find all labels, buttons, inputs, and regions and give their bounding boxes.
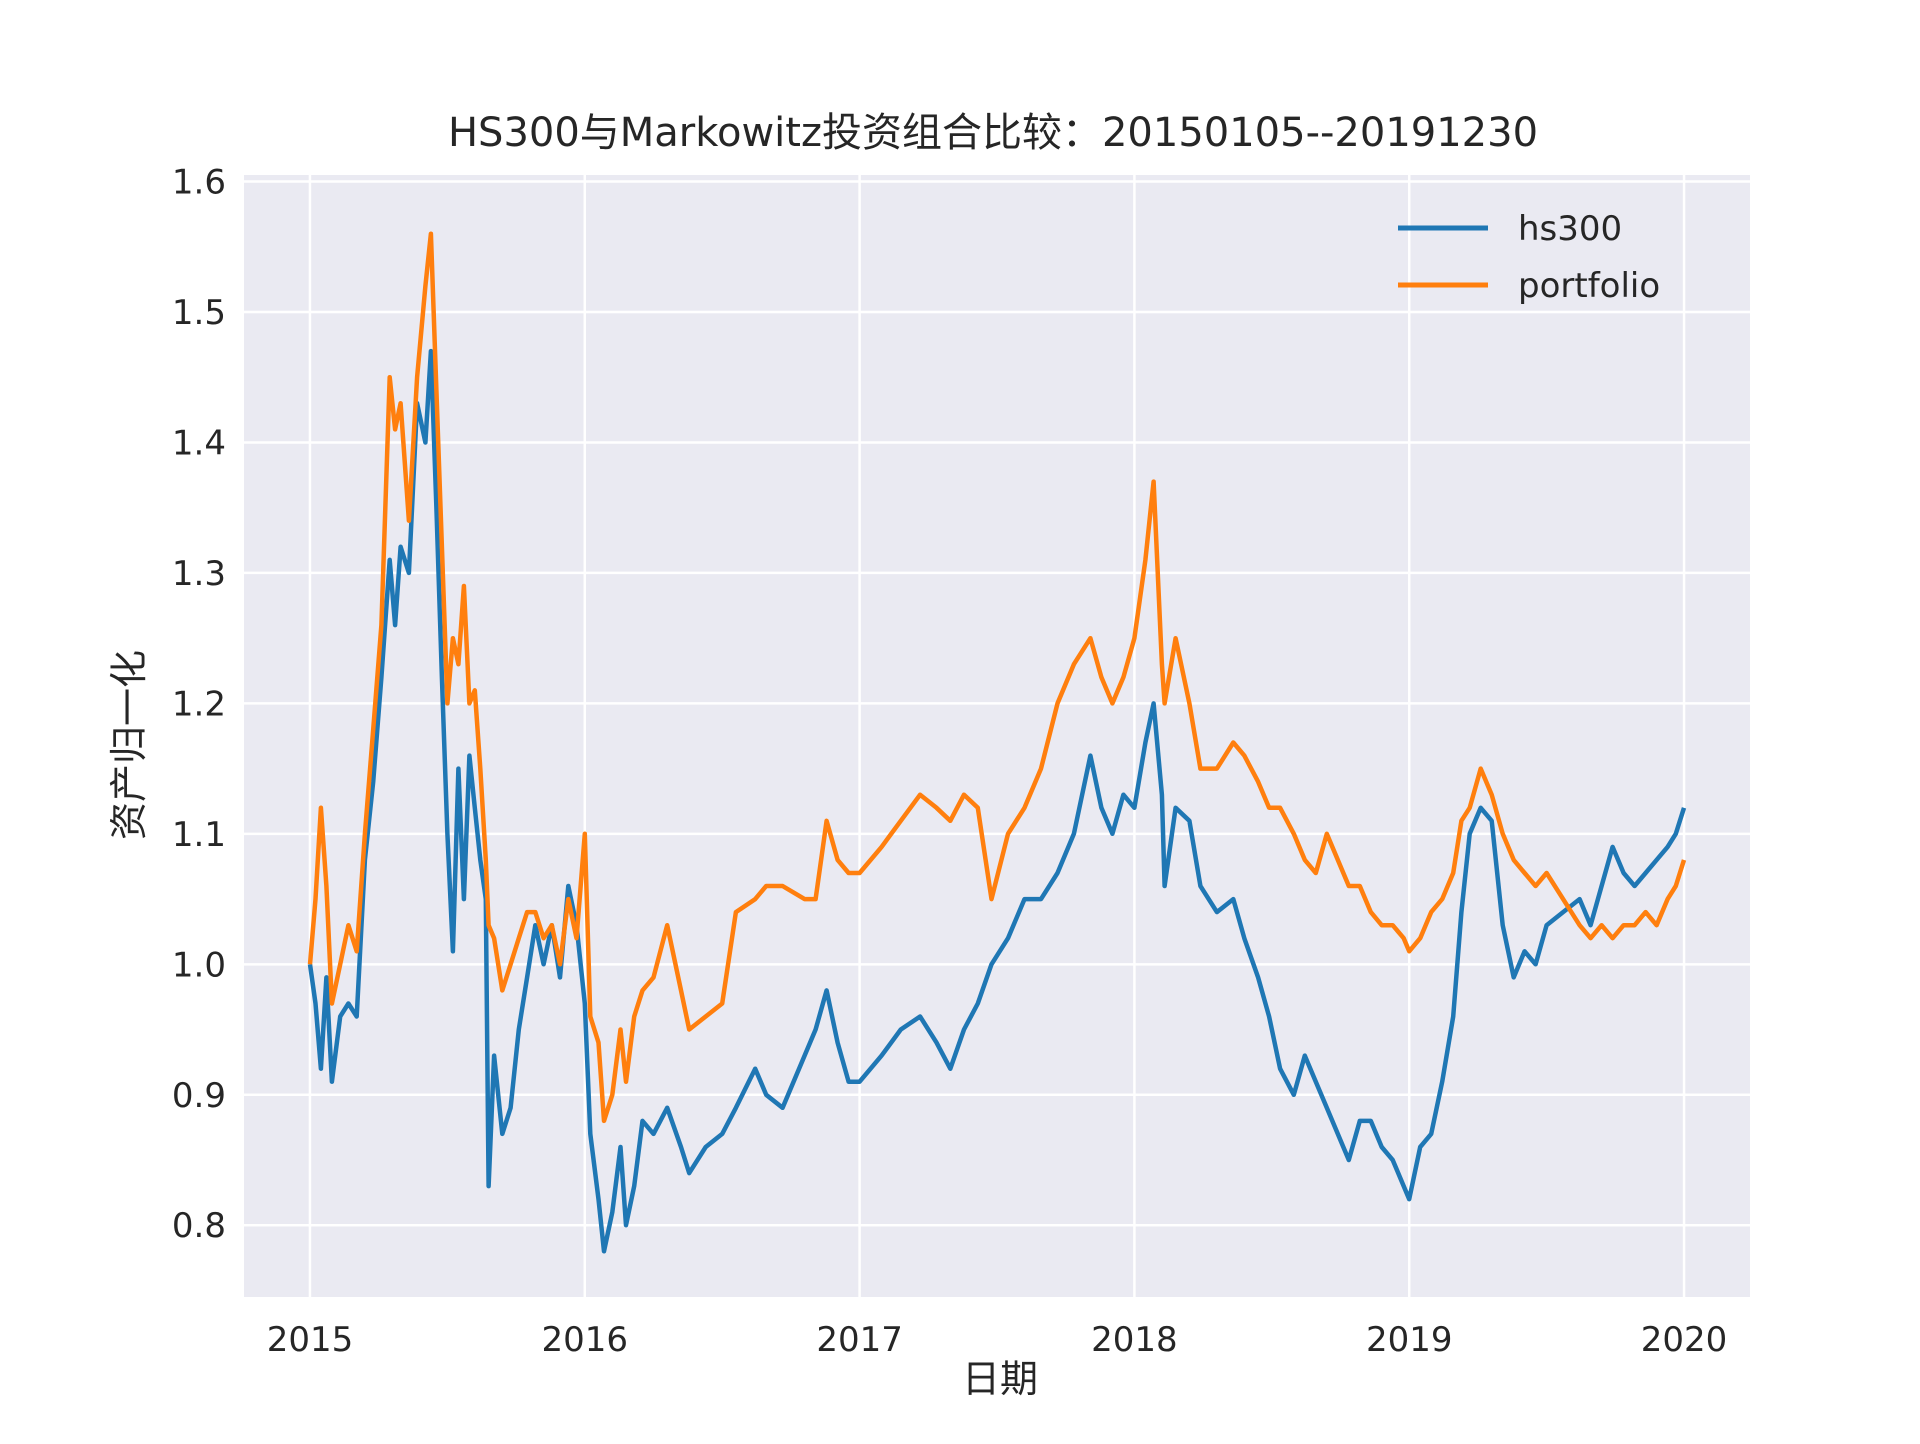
series-line-portfolio <box>307 231 1687 1124</box>
y-tick-label: 1.3 <box>172 554 226 594</box>
x-axis-ticks: 2015 2016 2017 2018 2019 2020 <box>267 1320 1728 1360</box>
y-tick-label: 0.8 <box>172 1206 226 1246</box>
plot-area <box>244 175 1750 1297</box>
y-tick-label: 1.0 <box>172 945 226 985</box>
legend-label-portfolio: portfolio <box>1518 266 1660 306</box>
legend-label-hs300: hs300 <box>1518 209 1622 249</box>
x-tick-label: 2018 <box>1091 1320 1178 1360</box>
y-axis-ticks: 0.8 0.9 1.0 1.1 1.2 1.3 1.4 1.5 1.6 <box>172 163 226 1247</box>
y-tick-label: 1.6 <box>172 163 226 203</box>
y-tick-label: 1.2 <box>172 684 226 724</box>
y-tick-label: 1.4 <box>172 423 226 463</box>
x-tick-label: 2020 <box>1641 1320 1728 1360</box>
x-tick-label: 2019 <box>1366 1320 1453 1360</box>
x-tick-label: 2017 <box>816 1320 903 1360</box>
y-tick-label: 1.5 <box>172 293 226 333</box>
x-axis-label: 日期 <box>962 1357 1038 1401</box>
y-axis-label: 资产归一化 <box>107 650 151 840</box>
series-line-hs300 <box>307 348 1687 1254</box>
chart-title: HS300与Markowitz投资组合比较：20150105--20191230 <box>448 110 1538 156</box>
legend: hs300 portfolio <box>1398 209 1660 306</box>
grid-lines <box>244 175 1750 1297</box>
x-tick-label: 2015 <box>267 1320 354 1360</box>
y-tick-label: 1.1 <box>172 815 226 855</box>
x-tick-label: 2016 <box>542 1320 629 1360</box>
series-lines <box>307 231 1687 1254</box>
y-tick-label: 0.9 <box>172 1076 226 1116</box>
